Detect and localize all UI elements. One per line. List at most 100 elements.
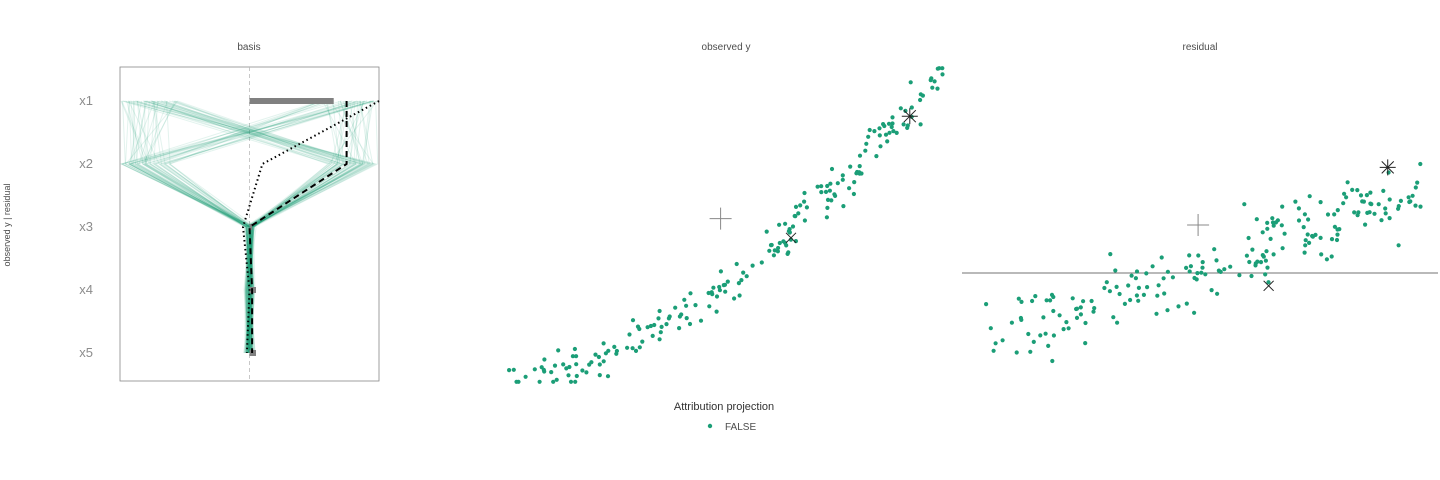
residual-point — [1041, 315, 1046, 320]
residual-point — [1334, 237, 1340, 243]
residual-point — [1258, 260, 1264, 265]
observed-point — [772, 248, 777, 253]
residual-point — [1074, 315, 1080, 320]
basis-var-label-x3: x3 — [79, 219, 93, 234]
residual-point — [1033, 294, 1038, 299]
observed-point — [819, 184, 824, 189]
observed-point — [605, 374, 611, 379]
residual-point — [1154, 311, 1159, 316]
residual-point — [1170, 275, 1175, 280]
observed-point — [828, 181, 833, 186]
observed-point — [601, 341, 606, 346]
observed-point — [574, 373, 579, 379]
observed-point — [673, 305, 678, 310]
basis-profile-line — [127, 100, 335, 354]
observed-point — [637, 345, 642, 350]
residual-point — [1014, 350, 1019, 355]
residual-point — [1344, 195, 1349, 200]
observed-point — [684, 316, 689, 321]
residual-point — [1369, 202, 1374, 207]
observed-point — [572, 346, 578, 352]
residual-point — [1141, 292, 1146, 297]
residual-point — [1264, 249, 1269, 254]
observed-point — [537, 379, 542, 384]
observed-point — [637, 326, 642, 332]
observed-point — [784, 243, 789, 248]
residual-point — [1061, 327, 1066, 332]
observed-point — [597, 373, 602, 378]
residual-point — [1074, 306, 1080, 311]
observed-point — [866, 134, 871, 139]
observed-point — [739, 278, 744, 283]
observed-point — [903, 108, 908, 113]
observed-point — [677, 314, 683, 319]
residual-point — [1332, 212, 1337, 217]
basis-profile-line — [138, 100, 250, 354]
basis-profile-line — [247, 100, 341, 354]
residual-point — [1363, 222, 1368, 227]
residual-point — [1212, 247, 1217, 252]
residual-point — [1335, 232, 1340, 237]
residual-point — [1263, 272, 1268, 277]
residual-point — [1301, 225, 1306, 230]
residual-point — [1133, 276, 1138, 281]
residual-point — [1364, 193, 1369, 198]
observed-point — [574, 354, 579, 359]
observed-point — [718, 269, 724, 274]
basis-profile-line — [245, 100, 344, 354]
residual-point — [1413, 203, 1418, 208]
basis-profile-line — [150, 100, 369, 354]
observed-point — [541, 367, 546, 372]
observed-point — [580, 368, 585, 373]
residual-point — [1273, 220, 1279, 225]
basis-profile-line — [246, 100, 378, 354]
observed-point — [825, 183, 830, 189]
basis-profile-line — [153, 100, 252, 354]
residual-point — [1009, 320, 1015, 325]
residual-point — [1018, 315, 1024, 321]
residual-point — [1303, 243, 1308, 248]
residual-point — [1263, 258, 1268, 263]
observed-point — [516, 379, 521, 384]
observed-point — [707, 304, 712, 309]
residual-point — [1000, 338, 1005, 343]
residual-point — [1342, 191, 1347, 196]
observed-point — [717, 284, 722, 290]
observed-point — [542, 357, 547, 362]
residual-point — [1383, 211, 1388, 216]
observed-point — [603, 351, 609, 356]
observed-point — [815, 184, 820, 189]
residual-point — [1187, 269, 1192, 274]
basis-highlight-dotted — [241, 100, 380, 354]
basis-profile-line — [144, 100, 252, 354]
residual-point — [1418, 204, 1423, 209]
residual-point — [1337, 227, 1342, 232]
observed-point — [687, 321, 693, 327]
basis-profile-line — [152, 100, 322, 354]
observed-point — [885, 139, 890, 144]
observed-point — [889, 124, 894, 130]
observed-point — [796, 211, 801, 216]
residual-point — [1176, 304, 1181, 309]
residual-point — [1107, 289, 1112, 294]
residual-point — [1122, 301, 1127, 306]
residual-point — [1296, 206, 1301, 211]
observed-point — [574, 362, 579, 367]
observed-point — [656, 316, 661, 321]
residual-point — [1270, 220, 1276, 225]
residual-point — [1083, 320, 1088, 326]
basis-highlight-dashed — [248, 101, 348, 353]
residual-point — [1144, 271, 1149, 276]
residual-point — [1200, 260, 1205, 265]
residual-point — [1293, 199, 1298, 204]
basis-profile-line — [120, 100, 375, 354]
observed-point — [777, 222, 782, 227]
observed-point — [877, 133, 882, 138]
residual-point — [1064, 320, 1069, 325]
residual-point — [1051, 308, 1056, 314]
basis-profile-line — [245, 100, 348, 354]
basis-profile-line — [247, 100, 365, 354]
basis-profile-lines — [119, 100, 379, 354]
basis-profile-line — [163, 100, 358, 354]
observed-point — [786, 250, 791, 255]
